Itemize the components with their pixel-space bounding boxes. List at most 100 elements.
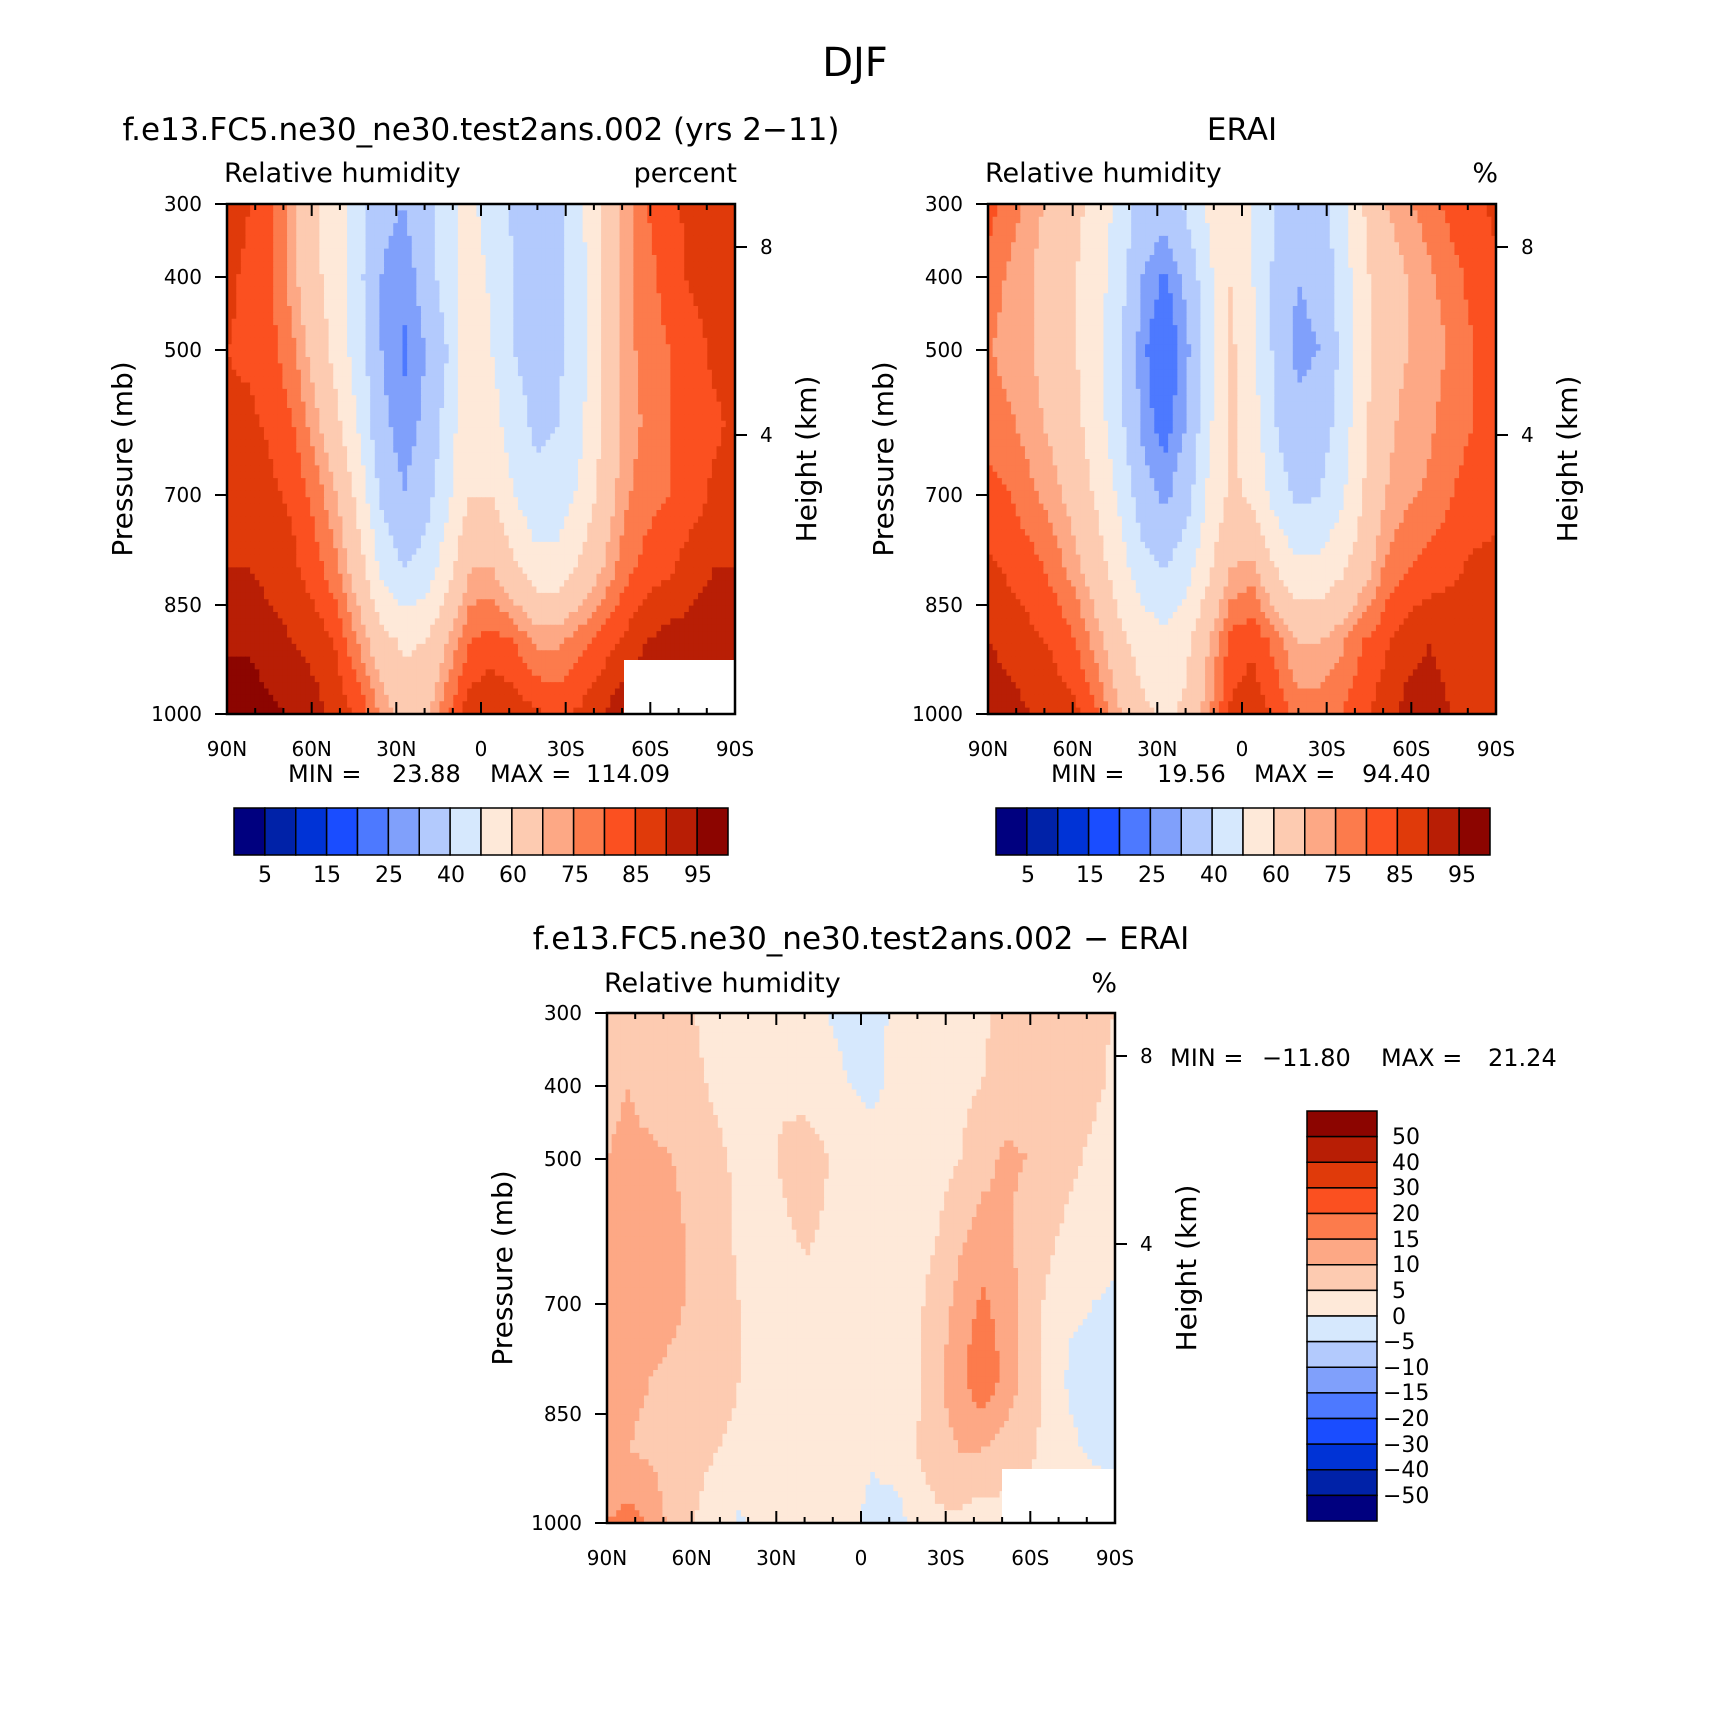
heatmap-cell (656, 388, 662, 396)
heatmap-cell (416, 280, 422, 288)
heatmap-cell (670, 306, 676, 313)
heatmap-cell (536, 344, 542, 352)
heatmap-cell (365, 414, 371, 422)
heatmap-cell (596, 312, 602, 320)
heatmap-cell (240, 286, 247, 294)
heatmap-cell (462, 306, 468, 313)
heatmap-cell (374, 229, 380, 237)
heatmap-cell (356, 210, 362, 218)
heatmap-cell (296, 229, 302, 237)
heatmap-cell (467, 439, 473, 447)
heatmap-cell (536, 286, 542, 294)
heatmap-cell (481, 325, 487, 333)
heatmap-cell (490, 388, 496, 396)
heatmap-cell (439, 255, 445, 262)
heatmap-cell (656, 280, 662, 288)
heatmap-cell (291, 478, 297, 486)
heatmap-cell (231, 312, 237, 320)
heatmap-cell (393, 401, 399, 409)
heatmap-cell (425, 452, 431, 460)
heatmap-cell (661, 401, 667, 409)
heatmap-cell (541, 337, 547, 345)
heatmap-cell (527, 465, 533, 473)
heatmap-cell (601, 478, 607, 486)
heatmap-cell (642, 242, 648, 250)
heatmap-cell (347, 216, 353, 224)
heatmap-cell (716, 312, 722, 320)
heatmap-cell (485, 350, 491, 358)
heatmap-cell (416, 216, 422, 224)
heatmap-cell (568, 369, 574, 377)
heatmap-cell (310, 363, 316, 371)
heatmap-cell (698, 261, 704, 269)
heatmap-cell (342, 376, 348, 384)
heatmap-cell (471, 216, 477, 224)
heatmap-cell (647, 280, 653, 288)
heatmap-cell (628, 439, 634, 447)
heatmap-cell (379, 306, 385, 313)
heatmap-cell (430, 286, 436, 294)
heatmap-cell (277, 427, 284, 435)
heatmap-cell (513, 216, 519, 224)
heatmap-cell (527, 293, 533, 301)
heatmap-cell (328, 490, 334, 498)
heatmap-cell (596, 465, 602, 473)
heatmap-cell (416, 293, 422, 301)
heatmap-cell (628, 376, 634, 384)
heatmap-cell (684, 210, 690, 218)
heatmap-cell (684, 484, 690, 492)
heatmap-cell (420, 401, 427, 409)
heatmap-cell (277, 248, 284, 256)
heatmap-cell (319, 376, 325, 384)
heatmap-cell (522, 293, 528, 301)
heatmap-cell (342, 235, 348, 243)
heatmap-cell (550, 242, 556, 250)
heatmap-cell (268, 306, 274, 313)
heatmap-cell (236, 223, 242, 231)
heatmap-cell (707, 337, 713, 345)
heatmap-cell (494, 388, 501, 396)
heatmap-cell (564, 459, 570, 466)
heatmap-cell (601, 433, 607, 441)
heatmap-cell (707, 248, 713, 256)
heatmap-cell (347, 223, 353, 231)
heatmap-cell (624, 350, 630, 358)
heatmap-cell (554, 223, 561, 231)
heatmap-cell (545, 408, 551, 415)
heatmap-cell (628, 446, 634, 454)
heatmap-cell (601, 312, 607, 320)
heatmap-cell (504, 261, 510, 269)
heatmap-cell (494, 344, 501, 352)
heatmap-cell (504, 312, 510, 320)
heatmap-cell (328, 420, 334, 428)
heatmap-cell (434, 248, 441, 256)
heatmap-cell (434, 267, 441, 275)
heatmap-cell (725, 274, 731, 282)
heatmap-cell (582, 261, 588, 269)
heatmap-cell (277, 331, 284, 339)
heatmap-cell (679, 204, 685, 211)
heatmap-cell (254, 395, 260, 403)
heatmap-cell (481, 427, 487, 435)
heatmap-cell (384, 255, 390, 262)
heatmap-cell (259, 261, 265, 269)
heatmap-cell (638, 299, 644, 307)
heatmap-cell (319, 255, 325, 262)
heatmap-cell (596, 331, 602, 339)
heatmap-cell (577, 471, 584, 479)
heatmap-cell (716, 363, 722, 371)
heatmap-cell (402, 299, 408, 307)
heatmap-cell (573, 439, 579, 447)
heatmap-cell (277, 325, 284, 333)
heatmap-cell (716, 439, 722, 447)
heatmap-cell (411, 446, 417, 454)
heatmap-cell (457, 414, 464, 422)
heatmap-cell (679, 382, 685, 390)
heatmap-cell (527, 471, 533, 479)
heatmap-cell (231, 465, 237, 473)
heatmap-cell (582, 293, 588, 301)
heatmap-cell (430, 306, 436, 313)
heatmap-cell (439, 376, 445, 384)
heatmap-cell (661, 242, 667, 250)
heatmap-cell (545, 223, 551, 231)
